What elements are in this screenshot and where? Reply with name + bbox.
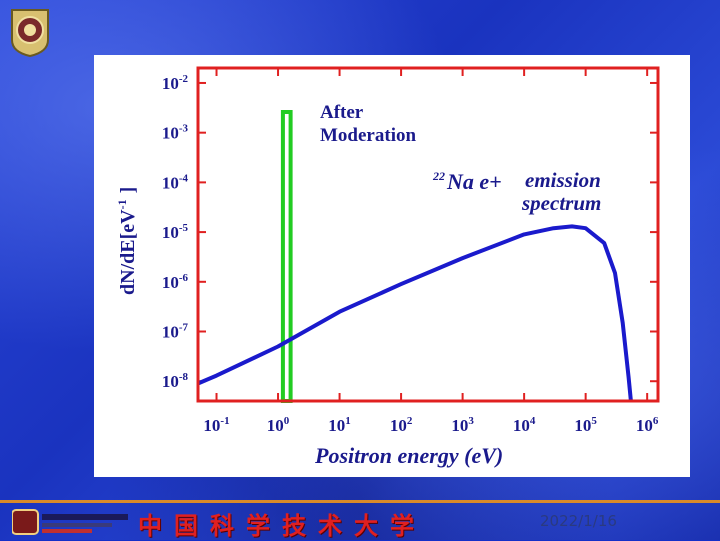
x-tick-label: 104 xyxy=(513,415,536,435)
footer-divider xyxy=(0,500,720,503)
slide-date: 2022/1/16 xyxy=(540,512,617,530)
x-tick-label: 103 xyxy=(451,415,474,435)
x-tick-label: 101 xyxy=(328,415,351,435)
x-axis-title: Positron energy (eV) xyxy=(314,443,503,468)
y-tick-label: 10-2 xyxy=(162,73,189,93)
university-logo-icon xyxy=(12,509,128,535)
x-tick-label: 106 xyxy=(636,415,659,435)
after-moderation-label-2: Moderation xyxy=(320,125,416,146)
y-axis-title: dN/dE[eV-1] xyxy=(115,187,139,295)
y-tick-label: 10-7 xyxy=(162,322,189,342)
chart-panel: 10-1 100 101 102 103 104 105 106 10-2 10-3 10-4 10-… xyxy=(94,55,690,477)
emission-isotope-text: Na e+ xyxy=(446,169,502,194)
emission-spectrum-label: spectrum xyxy=(521,191,601,215)
y-axis-title-sup: -1 xyxy=(115,199,129,209)
x-tick-label: 105 xyxy=(574,415,597,435)
y-tick-label: 10-6 xyxy=(162,272,189,292)
y-axis-title-main: dN/dE[eV xyxy=(117,209,139,295)
series-line xyxy=(197,224,633,402)
y-tick-label: 10-5 xyxy=(162,222,189,242)
emission-isotope-sup: 22 xyxy=(432,169,445,183)
y-tick-label: 10-8 xyxy=(162,371,189,391)
y-tick-label: 10-4 xyxy=(162,172,189,192)
university-seal-icon xyxy=(11,9,49,58)
moderation-box xyxy=(280,110,293,403)
x-tick-label: 10-1 xyxy=(203,415,229,435)
x-tick-label: 102 xyxy=(390,415,413,435)
y-axis-title-end: ] xyxy=(117,187,139,194)
chart-svg: 10-1 100 101 102 103 104 105 106 10-2 10-3 10-4 10-… xyxy=(115,66,660,468)
emission-word-label: emission xyxy=(525,168,601,192)
x-tick-label: 100 xyxy=(267,415,290,435)
emission-isotope-label: 22Na e+ xyxy=(432,169,502,194)
y-tick-label: 10-3 xyxy=(162,123,189,143)
after-moderation-label: After xyxy=(320,102,364,123)
tick-label-layer: 10-1 100 101 102 103 104 105 106 10-2 10-3 10-4 10-… xyxy=(162,73,659,435)
footer-university-name: 中国科学技术大学 xyxy=(138,511,426,540)
plot-frame xyxy=(196,66,660,403)
